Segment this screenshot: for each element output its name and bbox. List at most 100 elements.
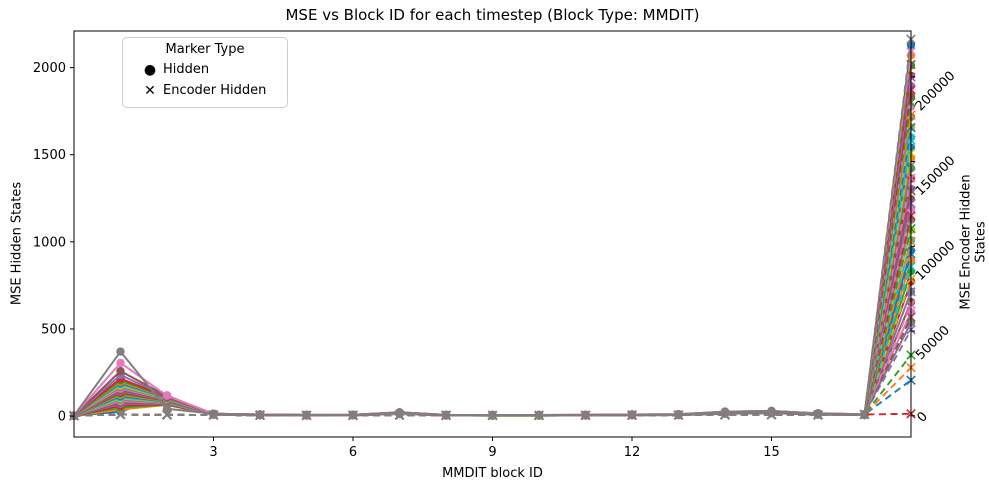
legend-item-label: Hidden [163,62,210,77]
encoder-hidden-line-t14 [73,203,912,417]
hidden-line-t23 [73,281,912,417]
x-marker-icon: ✕ [144,82,156,99]
hidden-line-t25 [73,301,912,417]
hidden-line-t1 [73,55,912,417]
y-left-tick-label: 1000 [33,235,66,250]
legend-item-label: Encoder Hidden [163,83,267,98]
hidden-line-t8 [73,127,912,417]
hidden-line-t21 [73,260,912,417]
hidden-line-t16 [73,209,912,417]
encoder-hidden-line-t4 [73,329,912,417]
encoder-hidden-marker [255,410,265,420]
encoder-hidden-marker [580,410,591,421]
encoder-hidden-marker [394,410,405,420]
chart-title: MSE vs Block ID for each timestep (Block… [285,6,700,24]
hidden-line-t6 [73,106,912,417]
encoder-hidden-marker [534,410,544,421]
encoder-hidden-line-t22 [73,102,912,417]
hidden-marker [162,391,172,400]
encoder-hidden-line-t2 [73,354,912,417]
hidden-line-t4 [73,85,912,417]
y-right-tick-label: 200000 [913,69,959,115]
hidden-line-t27 [73,322,912,417]
encoder-hidden-marker [813,410,823,420]
encoder-hidden-line-t17 [73,165,912,417]
encoder-hidden-line-t15 [73,190,912,417]
hidden-line-t2 [73,65,912,417]
encoder-hidden-marker [208,410,219,420]
encoder-hidden-marker [162,410,172,420]
y-left-tick-label: 500 [41,322,66,337]
encoder-hidden-line-t18 [73,152,912,417]
encoder-hidden-marker [115,409,126,420]
encoder-hidden-line-t23 [73,89,912,417]
encoder-hidden-line-t21 [73,114,912,417]
encoder-hidden-marker [859,409,870,420]
encoder-hidden-line-t11 [73,241,912,417]
encoder-hidden-line-t20 [73,127,912,417]
encoder-hidden-line-t5 [73,316,912,417]
hidden-line-t17 [73,219,912,417]
hidden-line-t14 [73,188,912,417]
encoder-hidden-line-t12 [73,228,912,417]
x-tick-label: 15 [763,445,780,460]
hidden-line-t9 [73,137,912,417]
x-tick-label: 6 [349,445,357,460]
hidden-line-t13 [73,178,912,417]
legend-item-hidden: ● Hidden [123,59,287,80]
y-right-tick-label: 50000 [913,323,953,363]
y-axis-label-left: MSE Hidden States [9,181,25,306]
encoder-hidden-marker [673,410,684,420]
hidden-line-t20 [73,250,912,417]
circle-marker-icon: ● [143,61,157,78]
hidden-line-t26 [73,311,912,417]
hidden-line-t11 [73,157,912,417]
hidden-line-t18 [73,229,912,417]
encoder-hidden-marker [441,410,451,421]
encoder-hidden-line-t19 [73,140,912,417]
encoder-hidden-marker [766,409,777,420]
y-left-tick-label: 1500 [33,148,66,163]
encoder-hidden-series-lines [69,34,916,421]
encoder-hidden-line-t16 [73,177,912,417]
x-axis-label: MMDIT block ID [442,466,543,481]
encoder-hidden-line-t13 [73,215,912,417]
hidden-line-t22 [73,270,912,417]
encoder-hidden-line-t9 [73,266,912,417]
legend: Marker Type ● Hidden ✕ Encoder Hidden [122,37,288,108]
x-tick-label: 9 [488,445,496,460]
x-tick-label: 12 [624,445,641,460]
y-right-tick-label: 100000 [913,238,959,284]
y-axis-label-right: MSE Encoder Hidden States [958,174,989,310]
hidden-line-t5 [73,96,912,417]
hidden-marker [209,409,218,418]
hidden-line-t19 [73,240,912,417]
y-right-tick-label: 0 [914,409,930,425]
hidden-marker [116,366,125,376]
encoder-hidden-marker [348,410,358,421]
hidden-line-t24 [73,291,912,417]
encoder-hidden-line-t25 [73,64,912,417]
hidden-marker [116,358,125,368]
hidden-line-t3 [73,75,912,417]
encoder-hidden-marker [301,410,312,421]
x-tick-label: 3 [209,445,217,460]
hidden-line-t12 [73,168,912,417]
hidden-line-t15 [73,198,912,417]
encoder-hidden-line-t6 [73,304,912,417]
encoder-hidden-line-t10 [73,253,912,417]
encoder-hidden-line-t7 [73,291,912,417]
encoder-hidden-line-t24 [73,76,912,417]
y-left-tick-label: 2000 [33,61,66,76]
hidden-line-t7 [73,116,912,417]
encoder-hidden-marker [487,410,498,421]
hidden-line-t10 [73,147,912,417]
hidden-marker [116,347,125,356]
y-right-tick-label: 150000 [913,153,959,199]
encoder-hidden-line-t8 [73,278,912,417]
encoder-hidden-marker [720,410,730,420]
legend-item-encoder-hidden: ✕ Encoder Hidden [123,80,287,101]
encoder-hidden-marker [627,410,637,420]
